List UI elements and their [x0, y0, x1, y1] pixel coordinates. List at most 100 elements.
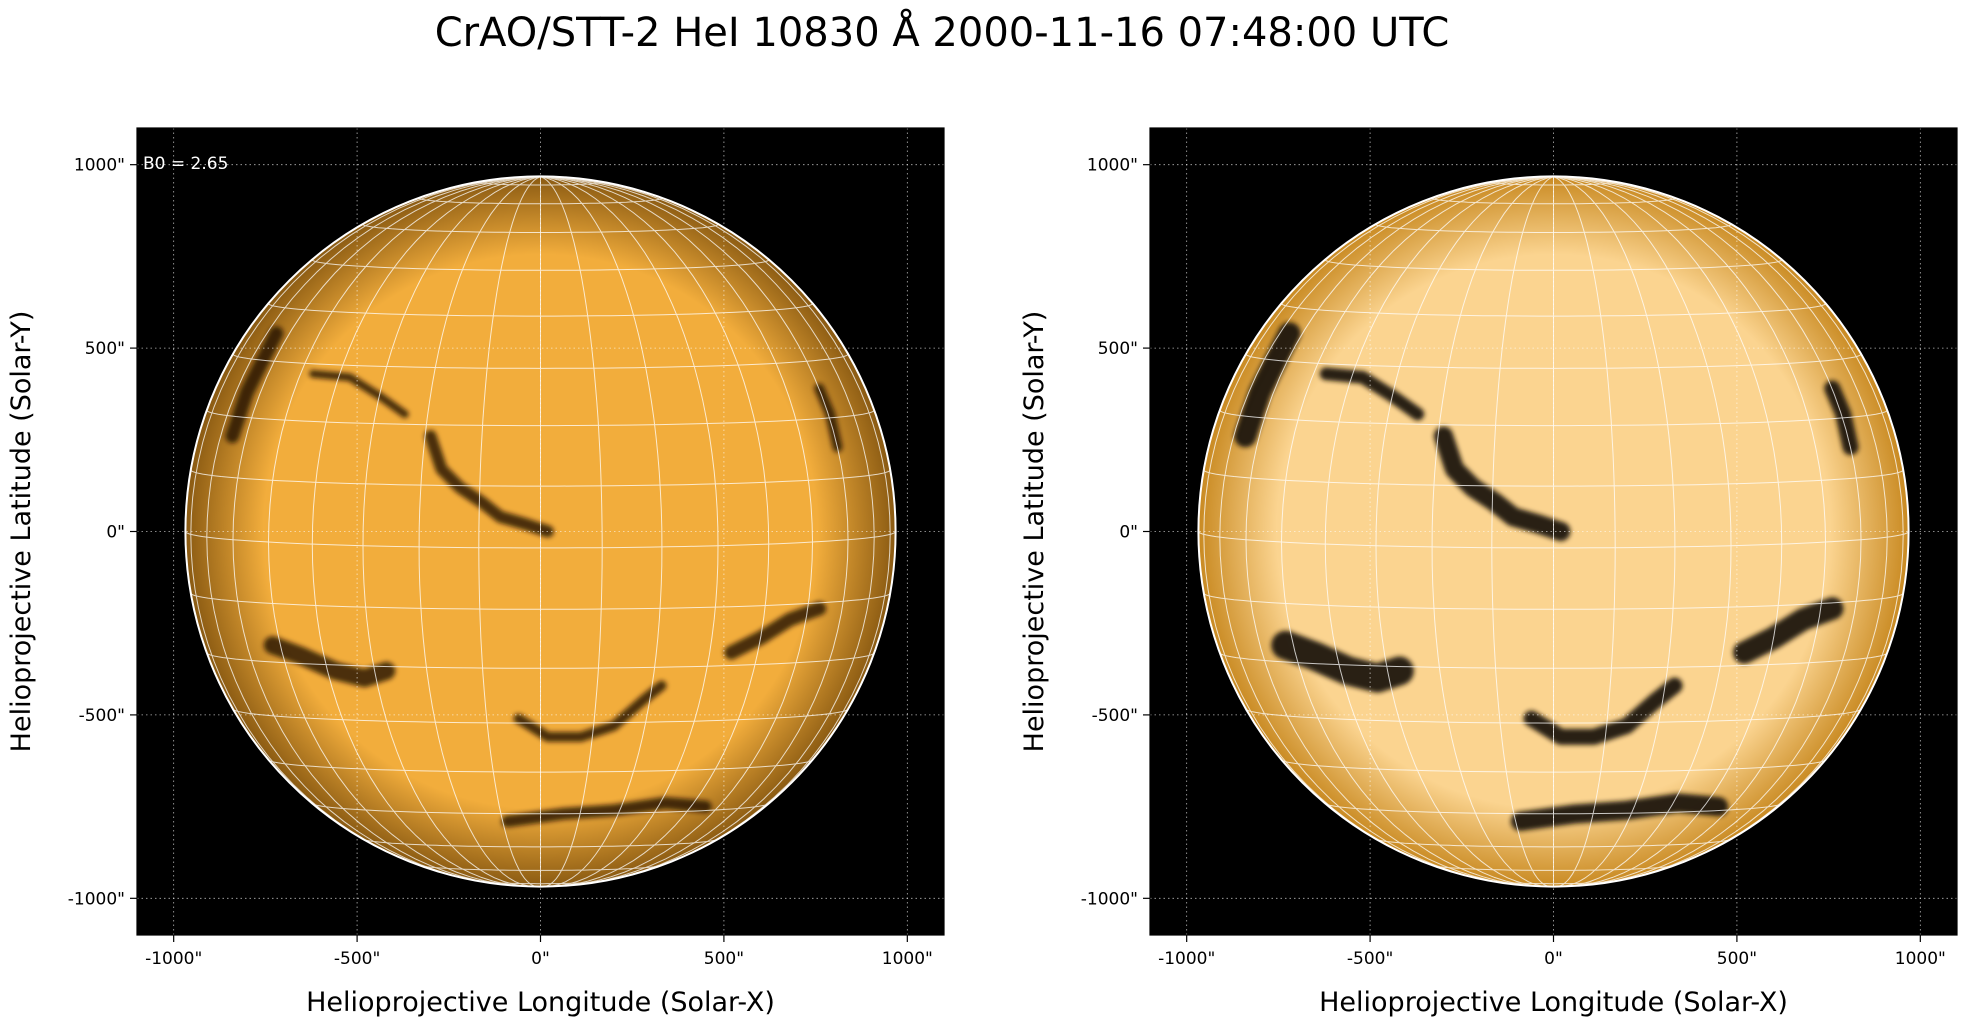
- solar-panel-1: -1000" 1000" -500" 500" 0" 0" 500" -500" 1000" -1…: [6, 127, 945, 1018]
- y-tick-label: 1000": [74, 156, 125, 176]
- longitude-line: [1553, 176, 1732, 887]
- longitude-line: [540, 176, 719, 887]
- longitude-line: [540, 176, 875, 886]
- x-tick-label: -1000": [145, 949, 202, 969]
- y-tick-label: 500": [1098, 339, 1138, 359]
- filament-south-east: [263, 636, 396, 688]
- latitude-line: [1219, 652, 1888, 669]
- longitude-line: [1375, 176, 1554, 887]
- longitude-line: [1553, 176, 1909, 676]
- longitude-line: [1245, 176, 1554, 886]
- latitude-line: [268, 303, 813, 317]
- latitude-line: [1245, 353, 1862, 369]
- latitude-line: [312, 803, 769, 815]
- filament-south-arc: [1523, 677, 1683, 745]
- filament-south-west: [1733, 597, 1844, 664]
- longitude-line: [540, 176, 770, 887]
- latitude-line: [479, 880, 602, 885]
- longitude-line: [1553, 176, 1888, 886]
- longitude-line: [418, 176, 541, 887]
- heliographic-grid: [185, 176, 896, 887]
- latitude-line: [1246, 709, 1861, 724]
- latitude-line: [1491, 181, 1616, 186]
- latitude-line: [1219, 409, 1888, 427]
- longitude-line: [1553, 176, 1616, 887]
- longitude-line: [1280, 176, 1554, 887]
- longitude-line: [1324, 176, 1554, 887]
- latitude-line: [190, 592, 891, 610]
- longitude-line: [362, 176, 541, 887]
- longitude-line: [206, 176, 541, 886]
- latitude-line: [1432, 864, 1675, 871]
- x-tick-label: 0": [1544, 949, 1563, 969]
- x-tick-label: 500": [704, 949, 744, 969]
- filament-south-pole: [1510, 793, 1729, 831]
- b0-annotation: B0 = 2.65: [143, 154, 228, 174]
- latitude-line: [418, 198, 663, 205]
- dark-features: [1234, 322, 1859, 831]
- x-tick-label: 1000": [882, 949, 933, 969]
- solar-limb: [184, 175, 897, 888]
- filament-east-limb: [1234, 322, 1301, 448]
- solar-disk: [1198, 176, 1909, 887]
- plot-background: [137, 128, 944, 935]
- solar-limb: [1197, 175, 1910, 888]
- latitude-line: [362, 838, 719, 848]
- latitude-line: [1281, 303, 1826, 317]
- longitude-line: [190, 176, 541, 883]
- latitude-line: [1431, 198, 1676, 205]
- y-tick-label: 0": [106, 523, 125, 543]
- y-tick-label: -500": [79, 706, 125, 726]
- latitude-line: [478, 181, 603, 186]
- longitude-line: [232, 176, 541, 886]
- y-tick-label: -500": [1092, 706, 1138, 726]
- latitude-line: [1203, 592, 1904, 610]
- latitude-line: [1198, 531, 1909, 549]
- y-axis-label: Helioprojective Latitude (Solar-Y): [1019, 311, 1050, 753]
- solar-disk: [185, 176, 896, 887]
- filament-north-east: [1319, 367, 1425, 421]
- longitude-line: [540, 176, 896, 676]
- x-axis-label: Helioprojective Longitude (Solar-X): [1319, 987, 1788, 1018]
- latitude-line: [1375, 838, 1732, 848]
- latitude-line: [190, 469, 891, 487]
- longitude-line: [1219, 176, 1554, 886]
- x-tick-label: 1000": [1895, 949, 1946, 969]
- filament-north-center: [1433, 426, 1571, 542]
- longitude-line: [478, 176, 541, 887]
- latitude-line: [232, 353, 849, 369]
- filament-north-west: [814, 383, 843, 453]
- filament-south-pole: [501, 796, 712, 828]
- longitude-line: [1553, 176, 1862, 886]
- longitude-line: [1431, 176, 1554, 887]
- latitude-line: [1325, 803, 1782, 815]
- latitude-line: [1324, 259, 1783, 271]
- latitude-line: [268, 759, 813, 773]
- latitude-line: [1281, 759, 1826, 773]
- longitude-line: [311, 176, 541, 887]
- x-tick-label: -1000": [1158, 949, 1215, 969]
- y-tick-label: 500": [85, 339, 125, 359]
- y-tick-label: -1000": [1081, 889, 1138, 909]
- y-tick-label: 0": [1119, 523, 1138, 543]
- x-tick-label: -500": [334, 949, 380, 969]
- latitude-line: [185, 531, 896, 549]
- longitude-line: [540, 176, 849, 886]
- heliographic-grid: [1198, 176, 1909, 887]
- latitude-line: [311, 259, 770, 271]
- plot-background: [1150, 128, 1957, 935]
- latitude-line: [233, 709, 848, 724]
- longitude-line: [1553, 176, 1676, 887]
- longitude-line: [540, 176, 814, 887]
- filament-south-west: [724, 601, 827, 660]
- longitude-line: [185, 176, 541, 676]
- latitude-line: [1203, 469, 1904, 487]
- longitude-line: [540, 176, 891, 883]
- filament-south-east: [1271, 630, 1414, 693]
- x-axis-label: Helioprojective Longitude (Solar-X): [306, 987, 775, 1018]
- solar-panel-2: -1000" 1000" -500" 500" 0" 0" 500" -500" 1000" -1…: [1019, 127, 1958, 1018]
- latitude-line: [206, 409, 875, 427]
- longitude-line: [1491, 176, 1554, 887]
- y-tick-label: 1000": [1087, 156, 1138, 176]
